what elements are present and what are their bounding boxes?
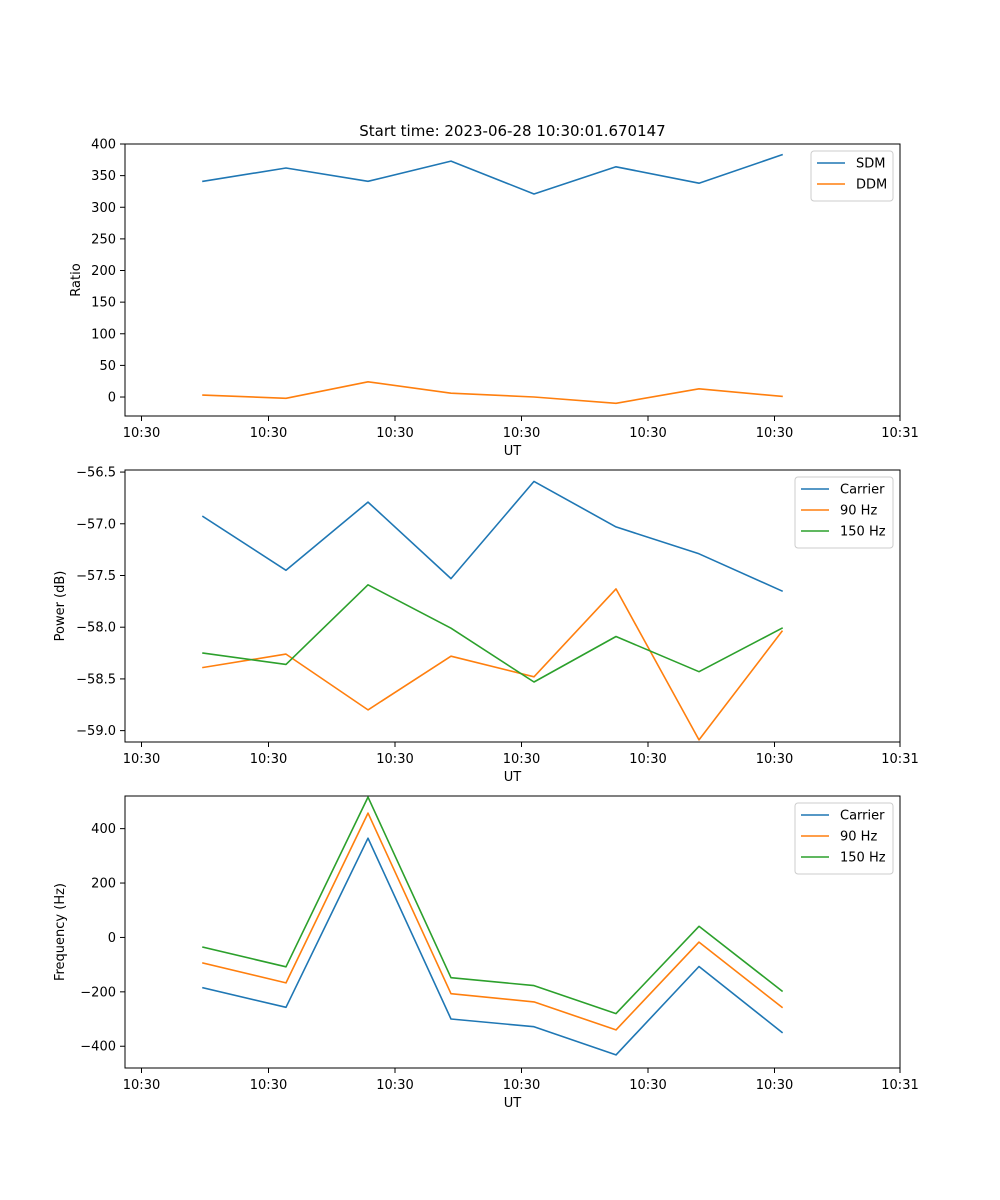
x-axis-label: UT [504,770,522,785]
series-line-carrier [201,480,784,593]
y-tick-label: 350 [91,169,116,184]
y-tick-label: −59.0 [76,724,116,739]
x-tick-label: 10:30 [123,1078,160,1093]
x-tick-label: 10:30 [123,426,160,441]
y-tick-label: −57.0 [76,517,116,532]
y-tick-label: 400 [91,822,116,837]
y-tick-label: 200 [91,877,116,892]
series-line-90-hz [202,588,784,741]
y-tick-label: −57.5 [76,569,116,584]
y-tick-label: 200 [91,264,116,279]
series-line-carrier [202,837,784,1056]
subplot-2: 10:30 10:30 10:30 10:30 10:30 10:30 10:31 −59.0… [53,466,919,785]
x-tick-label: 10:30 [250,752,287,767]
legend-label: 90 Hz [840,504,877,519]
series-line-sdm [202,153,784,195]
y-axis-label: Ratio [69,263,84,296]
series-line-150-hz [202,583,784,683]
x-tick-label: 10:30 [250,426,287,441]
series-line-90-hz [202,812,784,1031]
legend-label: 90 Hz [840,830,877,845]
y-tick-label: 0 [108,391,116,406]
y-tick-label: −56.5 [76,466,116,481]
legend: Carrier 90 Hz 150 Hz [794,476,894,549]
legend-label: 150 Hz [840,525,886,540]
y-tick-label: −200 [80,985,116,1000]
axes-frame [124,143,901,417]
y-tick-label: 0 [108,931,116,946]
axes-frame [124,795,901,1069]
y-tick-label: 100 [91,327,116,342]
x-tick-label: 10:30 [123,752,160,767]
x-tick-label: 10:30 [376,752,413,767]
y-tick-label: 50 [99,359,116,374]
x-tick-label: 10:31 [881,1078,918,1093]
x-tick-label: 10:30 [756,426,793,441]
legend: Carrier 90 Hz 150 Hz [794,802,894,875]
y-tick-label: −400 [80,1040,116,1055]
x-axis-label: UT [504,444,522,459]
x-axis-label: UT [504,1096,522,1111]
y-axis-label: Power (dB) [53,571,68,642]
x-tick-label: 10:30 [503,752,540,767]
legend-label: DDM [856,178,887,193]
x-tick-label: 10:30 [250,1078,287,1093]
x-tick-label: 10:30 [376,1078,413,1093]
x-tick-label: 10:30 [376,426,413,441]
y-axis-label: Frequency (Hz) [53,883,68,981]
x-tick-label: 10:30 [629,1078,666,1093]
legend-label: Carrier [840,809,885,824]
subplot-3: 10:30 10:30 10:30 10:30 10:30 10:30 10:31 −400 −… [53,795,919,1111]
subplot-1: 10:30 10:30 10:30 10:30 10:30 10:30 10:31 0 50 10… [69,138,919,460]
y-tick-label: 250 [91,232,116,247]
y-tick-label: −58.5 [76,672,116,687]
legend-label: SDM [856,157,885,172]
x-tick-label: 10:30 [629,752,666,767]
series-line-150-hz [202,796,784,1015]
y-tick-label: 150 [91,296,116,311]
legend-label: 150 Hz [840,851,886,866]
x-tick-label: 10:30 [756,752,793,767]
x-tick-label: 10:30 [503,1078,540,1093]
legend: SDM DDM [810,150,894,202]
y-tick-label: 400 [91,138,116,153]
legend-label: Carrier [840,483,885,498]
y-tick-label: −58.0 [76,621,116,636]
x-tick-label: 10:30 [756,1078,793,1093]
figure-title: Start time: 2023-06-28 10:30:01.670147 [359,122,665,140]
x-tick-label: 10:31 [881,752,918,767]
x-tick-label: 10:30 [629,426,666,441]
series-line-ddm [202,380,783,405]
axes-frame [124,469,901,743]
x-tick-label: 10:31 [881,426,918,441]
x-tick-label: 10:30 [503,426,540,441]
y-tick-label: 300 [91,201,116,216]
